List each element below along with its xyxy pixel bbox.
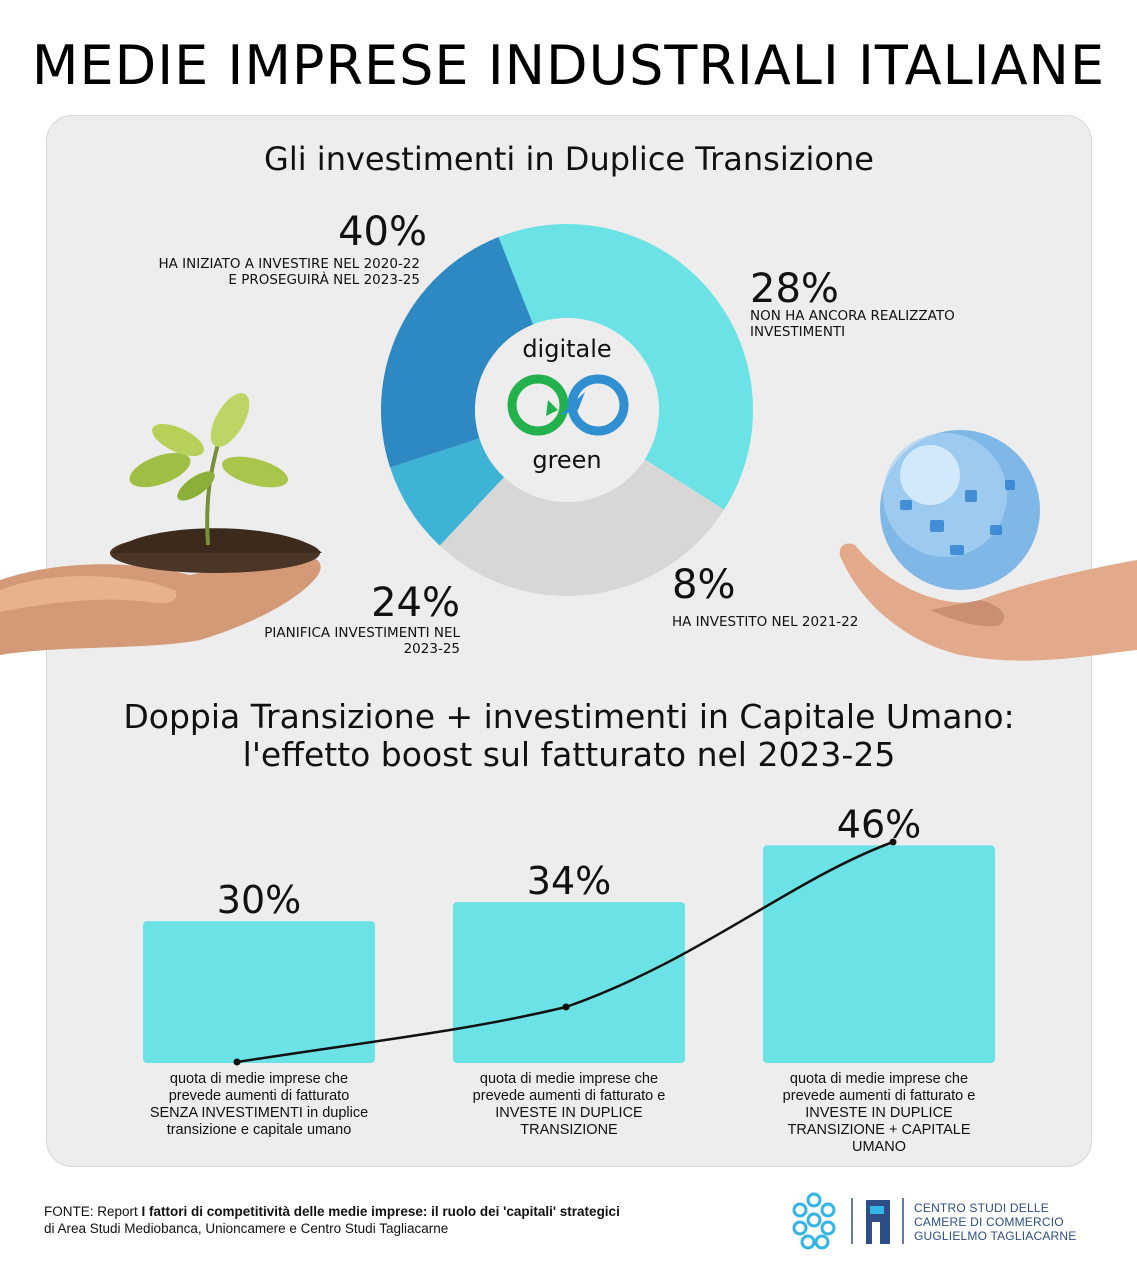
slice-text-1-line2: E PROSEGUIRÀ NEL 2023-25 xyxy=(228,271,420,288)
bar-3 xyxy=(763,845,995,1063)
donut-slice-2 xyxy=(439,459,725,596)
bar-caption-3-line-4: TRANSIZIONE + CAPITALE xyxy=(787,1122,971,1138)
bar-caption-1-line-3: SENZA INVESTIMENTI in duplice xyxy=(149,1105,369,1121)
bar-chart: 30% 34% 46% xyxy=(143,802,995,1066)
slice-text-2-line2: INVESTIMENTI xyxy=(750,324,845,340)
bar-title-line1: Doppia Transizione + investimenti in Cap… xyxy=(123,697,1015,736)
bar-value-label-3: 46% xyxy=(837,802,921,846)
donut-slice-3 xyxy=(390,438,505,546)
bar-caption-1-line-2: prevede aumenti di fatturato xyxy=(168,1088,350,1104)
slice-text-2-line1: NON HA ANCORA REALIZZATO xyxy=(750,308,955,324)
bar-caption-2-line-4: TRANSIZIONE xyxy=(520,1122,618,1138)
bar-2 xyxy=(453,902,685,1063)
tagliacarne-logo xyxy=(792,1192,904,1250)
donut-slice-4 xyxy=(380,237,534,468)
bar-caption-2: quota di medie imprese che prevede aument… xyxy=(439,1071,699,1139)
source-authors: di Area Studi Mediobanca, Unioncamere e … xyxy=(44,1221,449,1236)
bar-caption-1-line-4: transizione e capitale umano xyxy=(166,1122,352,1138)
donut-center: digitale green xyxy=(475,318,659,502)
trend-point-1 xyxy=(233,1058,241,1066)
bar-caption-2-line-2: prevede aumenti di fatturato e xyxy=(472,1088,666,1104)
bar-caption-1: quota di medie imprese che prevede aument… xyxy=(129,1071,389,1139)
bar-caption-3-line-2: prevede aumenti di fatturato e xyxy=(782,1088,976,1104)
donut-slice-1 xyxy=(498,224,753,510)
main-title: MEDIE IMPRESE INDUSTRIALI ITALIANE xyxy=(31,34,1106,97)
slice-percent-1: 40% xyxy=(338,209,427,255)
slice-text-1-line1: HA INIZIATO A INVESTIRE NEL 2020-22 xyxy=(158,256,420,272)
slice-percent-3: 8% xyxy=(672,562,735,608)
digital-globe-in-hand-illustration xyxy=(839,430,1137,661)
slice-text-4-line1: PIANIFICA INVESTIMENTI NEL xyxy=(264,625,460,641)
footer-source: FONTE: Report I fattori di competitività… xyxy=(44,1203,804,1237)
bar-caption-3-line-3: INVESTE IN DUPLICE xyxy=(805,1105,953,1121)
donut-section-title: Gli investimenti in Duplice Transizione xyxy=(264,140,874,178)
slice-text-3-line1: HA INVESTITO NEL 2021-22 xyxy=(672,614,858,630)
trend-point-2 xyxy=(562,1003,570,1011)
bar-1 xyxy=(143,921,375,1063)
bar-caption-3-line-5: UMANO xyxy=(852,1139,906,1155)
green-label: green xyxy=(532,446,601,474)
source-prefix: FONTE: Report xyxy=(44,1204,142,1219)
bar-caption-2-line-1: quota di medie imprese che xyxy=(479,1071,659,1087)
bar-value-label-1: 30% xyxy=(217,878,301,922)
slice-percent-2: 28% xyxy=(750,266,839,312)
logo-line2: CAMERE DI COMMERCIO xyxy=(914,1215,1064,1229)
bar-caption-1-line-1: quota di medie imprese che xyxy=(169,1071,349,1087)
plant-in-hands-illustration xyxy=(0,393,322,655)
logo-line3: GUGLIELMO TAGLIACARNE xyxy=(914,1229,1077,1243)
digitale-label: digitale xyxy=(522,335,611,363)
bar-caption-2-line-3: INVESTE IN DUPLICE xyxy=(495,1105,643,1121)
logo-text: CENTRO STUDI DELLE CAMERE DI COMMERCIO G… xyxy=(914,1201,1076,1243)
donut-chart xyxy=(380,224,753,596)
slice-percent-4: 24% xyxy=(371,580,460,626)
trend-point-3 xyxy=(889,838,897,846)
source-title: I fattori di competitività delle medie i… xyxy=(141,1204,620,1219)
bar-title-line2: l'effetto boost sul fatturato nel 2023-2… xyxy=(242,735,896,774)
logo-line1: CENTRO STUDI DELLE xyxy=(914,1201,1049,1215)
infinity-icon xyxy=(507,374,629,436)
slice-text-4-line2: 2023-25 xyxy=(404,641,460,657)
bar-value-label-2: 34% xyxy=(527,859,611,903)
donut-labels: 40%HA INIZIATO A INVESTIRE NEL 2020-22E … xyxy=(158,209,954,657)
bar-section-title: Doppia Transizione + investimenti in Cap… xyxy=(46,698,1092,774)
bar-caption-3: quota di medie imprese che prevede aument… xyxy=(749,1071,1009,1156)
bar-caption-3-line-1: quota di medie imprese che xyxy=(789,1071,969,1087)
